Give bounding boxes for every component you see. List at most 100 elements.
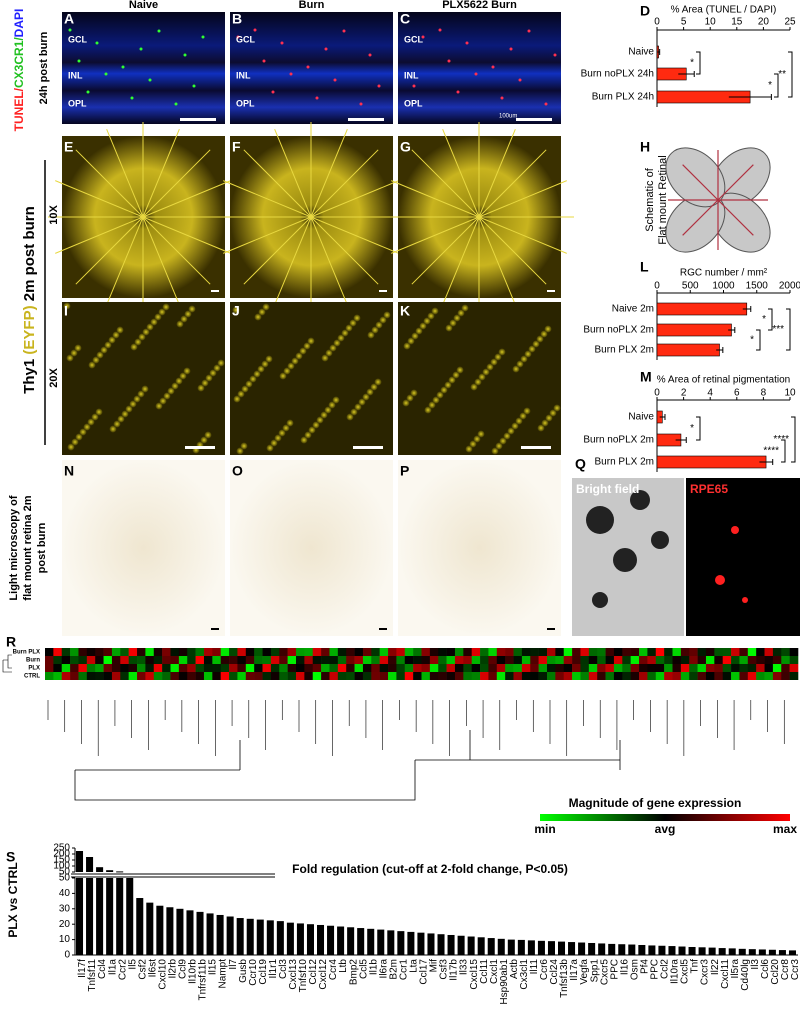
heat-cell [421, 672, 431, 680]
bar [517, 939, 525, 955]
heat-cell [312, 672, 322, 680]
heat-cell [471, 656, 481, 664]
dendro-rows [2, 654, 12, 673]
bar [598, 943, 606, 955]
heat-cell [111, 648, 121, 656]
tunel-spot [368, 53, 372, 57]
cell [283, 367, 291, 375]
cell [83, 423, 91, 431]
heat-cell [413, 672, 422, 680]
heat-cell [237, 672, 247, 680]
cell [130, 343, 138, 351]
heat-cell [296, 672, 305, 680]
heat-cell [613, 648, 623, 656]
label: 10 [59, 934, 71, 945]
heat-cell [270, 656, 280, 664]
label: Cxcl1 [489, 959, 500, 984]
cell [63, 302, 71, 310]
heat-cell [739, 656, 749, 664]
tunel-spot [527, 29, 531, 33]
heat-cell [647, 648, 657, 656]
label: Il2rb [168, 959, 179, 979]
bar [778, 950, 786, 955]
scale-bar [547, 290, 555, 292]
heat-cell [597, 664, 606, 672]
vessel [243, 216, 312, 285]
heat-cell [220, 672, 230, 680]
heat-cell [655, 648, 665, 656]
heat-cell [580, 656, 590, 664]
heat-cell [220, 648, 230, 656]
heat-cell [321, 664, 330, 672]
tunel-spot [474, 72, 478, 76]
label: PPC [650, 959, 661, 980]
cell [162, 303, 170, 311]
label: H [640, 139, 650, 155]
label: J [232, 303, 240, 319]
label: Ccl20 [770, 959, 781, 985]
heat-cell [664, 656, 673, 664]
heat-cell [178, 648, 188, 656]
heat-cell [212, 648, 221, 656]
label: 24h post burn [38, 31, 50, 104]
tunel-spot [553, 53, 557, 57]
label: Il6ra [378, 959, 389, 979]
heat-cell [438, 672, 447, 680]
rpe-spot [742, 597, 748, 603]
cell [406, 394, 414, 402]
heat-cell [61, 656, 71, 664]
heat-cell [178, 664, 188, 672]
bar [656, 455, 767, 469]
heat-cell [438, 664, 447, 672]
heat-cell [781, 664, 790, 672]
label: Ccl24 [549, 959, 560, 985]
heat-cell [772, 656, 782, 664]
heat-cell [346, 664, 355, 672]
light-image [62, 460, 225, 636]
heat-cell [312, 664, 322, 672]
bar [656, 343, 720, 357]
tunel-spot [139, 47, 143, 51]
heat-cell [329, 664, 339, 672]
cell [266, 444, 274, 452]
cell [303, 342, 311, 350]
label: 10 [705, 17, 717, 28]
bar [286, 922, 294, 955]
label: Csf3 [439, 959, 450, 980]
cell [456, 366, 464, 374]
tunel-spot [68, 28, 72, 32]
heat-cell [747, 648, 757, 656]
scale-bar [516, 118, 552, 121]
vessel [274, 129, 312, 218]
heat-cell [530, 656, 539, 664]
vessel [274, 216, 312, 305]
cell [70, 349, 78, 357]
cell [545, 414, 553, 422]
heat-cell [404, 672, 414, 680]
heat-cell [764, 656, 774, 664]
heat-cell [362, 664, 372, 672]
heat-cell [722, 672, 732, 680]
cell [233, 395, 241, 403]
label: Mif [429, 959, 440, 973]
heat-cell [354, 672, 364, 680]
heat-cell [580, 648, 590, 656]
heat-cell [262, 656, 272, 664]
heat-cell [572, 672, 581, 680]
heat-cell [613, 664, 623, 672]
cell [257, 365, 265, 373]
bar [738, 948, 746, 955]
heat-cell [78, 672, 88, 680]
label: OPL [404, 98, 423, 108]
label: 0 [654, 17, 660, 28]
cell [407, 337, 415, 345]
label: Il10ra [670, 959, 681, 984]
heat-cell [480, 664, 489, 672]
heat-cell [195, 664, 205, 672]
error-bar [716, 347, 724, 353]
side-part: Thy1 [21, 355, 38, 394]
cell [495, 442, 503, 450]
heat-cell [354, 656, 364, 664]
label: 50 [59, 867, 71, 878]
label: C [400, 11, 410, 27]
